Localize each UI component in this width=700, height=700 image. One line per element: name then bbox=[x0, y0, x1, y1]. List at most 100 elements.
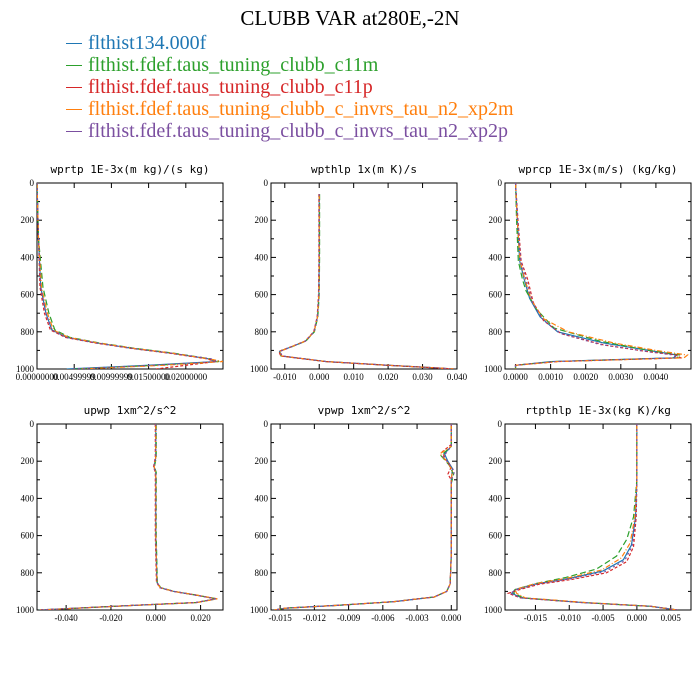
x-tick-label: -0.010 bbox=[273, 372, 297, 382]
x-tick-label: -0.003 bbox=[405, 613, 429, 623]
legend: flthist134.000f flthist.fdef.taus_tuning… bbox=[66, 32, 514, 142]
series-line-2 bbox=[274, 424, 455, 610]
x-tick-label: 0.00999999 bbox=[90, 372, 133, 382]
y-tick-label: 400 bbox=[21, 493, 35, 503]
y-tick-label: 200 bbox=[489, 215, 503, 225]
x-tick-label: 0.01500000 bbox=[127, 372, 170, 382]
plot-frame bbox=[504, 423, 692, 611]
series-line-3 bbox=[37, 183, 216, 369]
series-line-5 bbox=[509, 424, 678, 610]
x-tick-label: 0.0000 bbox=[503, 372, 528, 382]
x-tick-label: -0.006 bbox=[371, 613, 395, 623]
panel-title: rtpthlp 1E-3x(kg K)/kg bbox=[525, 404, 671, 417]
y-tick-label: 800 bbox=[489, 327, 503, 337]
x-tick-label: 0.02000000 bbox=[164, 372, 207, 382]
series-line-5 bbox=[37, 183, 218, 369]
plot-frame bbox=[36, 423, 224, 611]
figure-title: CLUBB VAR at280E,-2N bbox=[240, 6, 460, 30]
y-tick-label: 0 bbox=[264, 178, 269, 188]
legend-swatch bbox=[66, 42, 82, 44]
x-tick-label: 0.030 bbox=[412, 372, 433, 382]
x-tick-label: -0.015 bbox=[269, 613, 293, 623]
y-tick-label: 1000 bbox=[484, 605, 503, 615]
series-line-2 bbox=[514, 183, 682, 369]
series-line-5 bbox=[38, 424, 216, 610]
y-tick-label: 600 bbox=[21, 290, 35, 300]
y-tick-label: 600 bbox=[255, 531, 269, 541]
legend-entry: flthist.fdef.taus_tuning_clubb_c_invrs_t… bbox=[66, 98, 514, 120]
series-line-4 bbox=[274, 424, 454, 610]
x-tick-label: 0.020 bbox=[378, 372, 399, 382]
y-tick-label: 0 bbox=[30, 419, 35, 429]
x-tick-label: 0.010 bbox=[344, 372, 365, 382]
y-tick-label: 1000 bbox=[250, 364, 269, 374]
series-line-5 bbox=[279, 194, 454, 369]
x-tick-label: -0.009 bbox=[337, 613, 361, 623]
x-tick-label: -0.012 bbox=[303, 613, 326, 623]
y-tick-label: 400 bbox=[489, 493, 503, 503]
chart-panel-6: rtpthlp 1E-3x(kg K)/kg 0 200 400 600 800 1000 -… bbox=[484, 404, 692, 623]
x-tick-label: -0.040 bbox=[55, 613, 79, 623]
x-tick-label: 0.000 bbox=[627, 613, 648, 623]
chart-panel-2: wpthlp 1x(m K)/s 0 200 400 600 800 1000 -0.010 0… bbox=[250, 163, 468, 382]
y-tick-label: 800 bbox=[255, 568, 269, 578]
y-tick-label: 1000 bbox=[16, 364, 35, 374]
y-tick-label: 1000 bbox=[250, 605, 269, 615]
series-line-2 bbox=[513, 424, 678, 610]
series-line-2 bbox=[37, 183, 220, 369]
series-line-2 bbox=[278, 194, 454, 369]
x-tick-label: 0.000 bbox=[309, 372, 330, 382]
panel-title: wprtp 1E-3x(m kg)/(s kg) bbox=[51, 163, 210, 176]
series-line-4 bbox=[514, 183, 689, 369]
y-tick-label: 800 bbox=[21, 568, 35, 578]
y-tick-label: 0 bbox=[498, 419, 503, 429]
x-tick-label: 0.000 bbox=[441, 613, 462, 623]
y-tick-label: 200 bbox=[21, 456, 35, 466]
legend-label: flthist134.000f bbox=[88, 32, 207, 54]
legend-label: flthist.fdef.taus_tuning_clubb_c_invrs_t… bbox=[88, 98, 514, 120]
y-tick-label: 0 bbox=[498, 178, 503, 188]
legend-label: flthist.fdef.taus_tuning_clubb_c11m bbox=[88, 54, 379, 76]
x-tick-label: 0.0010 bbox=[538, 372, 563, 382]
x-tick-label: 0.00000000 bbox=[16, 372, 59, 382]
legend-entry: flthist.fdef.taus_tuning_clubb_c_invrs_t… bbox=[66, 120, 514, 142]
y-tick-label: 200 bbox=[21, 215, 35, 225]
series-line-1 bbox=[514, 183, 679, 369]
x-tick-label: 0.005 bbox=[661, 613, 682, 623]
legend-label: flthist.fdef.taus_tuning_clubb_c11p bbox=[88, 76, 373, 98]
legend-swatch bbox=[66, 86, 82, 88]
chart-panel-1: wprtp 1E-3x(m kg)/(s kg) 0 200 400 600 800 100… bbox=[16, 163, 224, 382]
series-line-1 bbox=[274, 424, 454, 610]
plot-frame bbox=[270, 423, 458, 611]
y-tick-label: 400 bbox=[489, 252, 503, 262]
series-line-3 bbox=[278, 194, 454, 369]
legend-entry: flthist.fdef.taus_tuning_clubb_c11m bbox=[66, 54, 514, 76]
legend-swatch bbox=[66, 64, 82, 66]
x-tick-label: -0.010 bbox=[558, 613, 582, 623]
x-tick-label: 0.0020 bbox=[573, 372, 598, 382]
series-line-5 bbox=[514, 183, 679, 369]
chart-panel-5: vpwp 1xm^2/s^2 0 200 400 600 800 1000-0.015 -0.… bbox=[250, 404, 462, 623]
y-tick-label: 600 bbox=[489, 290, 503, 300]
series-line-5 bbox=[274, 424, 456, 610]
x-tick-label: 0.00499999 bbox=[53, 372, 96, 382]
series-line-1 bbox=[278, 194, 454, 369]
legend-entry: flthist134.000f bbox=[66, 32, 514, 54]
y-tick-label: 800 bbox=[21, 327, 35, 337]
series-line-3 bbox=[38, 424, 216, 610]
y-tick-label: 200 bbox=[255, 456, 269, 466]
x-tick-label: -0.005 bbox=[591, 613, 615, 623]
series-line-4 bbox=[37, 183, 223, 369]
y-tick-label: 0 bbox=[30, 178, 35, 188]
legend-swatch bbox=[66, 130, 82, 132]
panel-title: wpthlp 1x(m K)/s bbox=[311, 163, 417, 176]
series-line-4 bbox=[514, 424, 678, 610]
plot-frame bbox=[270, 182, 458, 370]
y-tick-label: 800 bbox=[255, 327, 269, 337]
x-tick-label: 0.040 bbox=[447, 372, 468, 382]
y-tick-label: 1000 bbox=[484, 364, 503, 374]
chart-panel-3: wprcp 1E-3x(m/s) (kg/kg) 0 200 400 600 800 100… bbox=[484, 163, 692, 382]
series-line-3 bbox=[506, 424, 678, 610]
series-line-3 bbox=[274, 424, 452, 610]
legend-entry: flthist.fdef.taus_tuning_clubb_c11p bbox=[66, 76, 514, 98]
